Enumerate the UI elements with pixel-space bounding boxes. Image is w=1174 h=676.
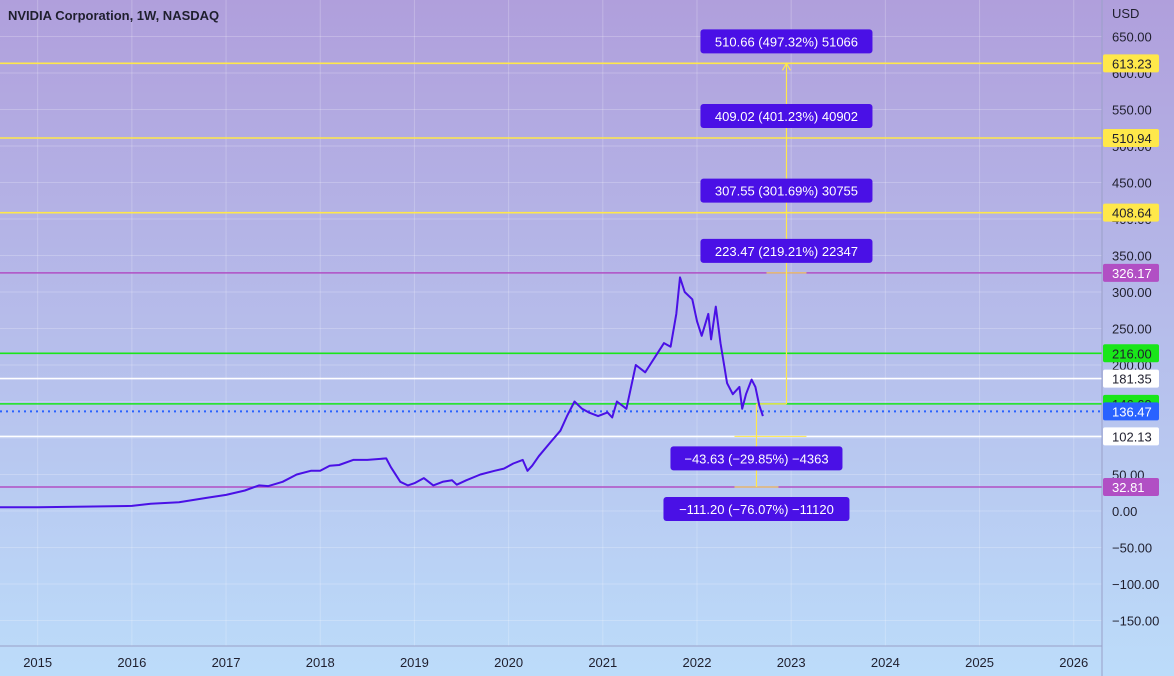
measure-label: 510.66 (497.32%) 51066 xyxy=(715,34,858,49)
measure-box: −43.63 (−29.85%) −4363 xyxy=(670,446,843,471)
x-axis: 2015 2016 2017 2018 2019 2020 2021 2022 2023 2024… xyxy=(23,655,1088,670)
price-badge-yellow xyxy=(1103,54,1159,73)
price-badge-purple xyxy=(1103,263,1159,282)
x-tick-label: 2026 xyxy=(1059,655,1088,670)
price-badge-label: 408.64 xyxy=(1112,206,1152,221)
x-tick-label: 2022 xyxy=(683,655,712,670)
price-badge-label: 181.35 xyxy=(1112,372,1152,387)
measure-box: 409.02 (401.23%) 40902 xyxy=(700,104,873,129)
measure-label: 223.47 (219.21%) 22347 xyxy=(715,244,858,259)
price-line xyxy=(0,276,764,509)
measure-box-bg xyxy=(700,29,873,54)
price-badge-white xyxy=(1103,369,1159,388)
chart-title: NVIDIA Corporation, 1W, NASDAQ xyxy=(8,8,219,23)
measure-arrow-up xyxy=(781,62,791,71)
measure-box: 510.66 (497.32%) 51066 xyxy=(700,29,873,54)
y-tick-label: 650.00 xyxy=(1112,29,1152,44)
price-badge-label: 136.47 xyxy=(1112,404,1152,419)
price-badge-yellow xyxy=(1103,203,1159,222)
x-tick-label: 2016 xyxy=(117,655,146,670)
grid xyxy=(0,0,1102,646)
x-tick-label: 2020 xyxy=(494,655,523,670)
price-series xyxy=(0,276,764,509)
y-tick-label: −150.00 xyxy=(1112,613,1159,628)
price-badge-label: 510.94 xyxy=(1112,131,1152,146)
measure-box-bg xyxy=(700,104,873,129)
measurements: 510.66 (497.32%) 51066 409.02 (401.23%) 4… xyxy=(663,29,873,522)
x-tick-label: 2018 xyxy=(306,655,335,670)
y-tick-label: 450.00 xyxy=(1112,175,1152,190)
price-levels xyxy=(0,62,1102,488)
price-badge-green xyxy=(1103,344,1159,363)
x-tick-label: 2025 xyxy=(965,655,994,670)
x-tick-label: 2017 xyxy=(212,655,241,670)
price-badge-purple xyxy=(1103,478,1159,497)
measure-box-bg xyxy=(700,238,873,263)
x-tick-label: 2021 xyxy=(588,655,617,670)
price-badge-white xyxy=(1103,427,1159,446)
y-tick-label: 0.00 xyxy=(1112,504,1137,519)
x-tick-label: 2023 xyxy=(777,655,806,670)
measure-label: −43.63 (−29.85%) −4363 xyxy=(684,451,828,466)
measure-box: 307.55 (301.69%) 30755 xyxy=(700,178,873,203)
measure-label: −111.20 (−76.07%) −11120 xyxy=(679,502,834,517)
price-badge-label: 216.00 xyxy=(1112,346,1152,361)
x-tick-label: 2024 xyxy=(871,655,900,670)
y-tick-label: 300.00 xyxy=(1112,285,1152,300)
measure-label: 409.02 (401.23%) 40902 xyxy=(715,109,858,124)
measure-box-bg xyxy=(663,497,850,522)
measure-box-bg xyxy=(700,178,873,203)
y-tick-label: −50.00 xyxy=(1112,540,1152,555)
measure-box: 223.47 (219.21%) 22347 xyxy=(700,238,873,263)
currency-label: USD xyxy=(1112,6,1139,21)
price-badge-label: 326.17 xyxy=(1112,266,1152,281)
measure-box: −111.20 (−76.07%) −11120 xyxy=(663,497,850,522)
price-badge-label: 613.23 xyxy=(1112,56,1152,71)
price-badge-label: 32.81 xyxy=(1112,480,1145,495)
measure-label: 307.55 (301.69%) 30755 xyxy=(715,184,858,199)
measure-box-bg xyxy=(670,446,843,471)
y-tick-label: 550.00 xyxy=(1112,102,1152,117)
x-tick-label: 2015 xyxy=(23,655,52,670)
price-badge-label: 102.13 xyxy=(1112,429,1152,444)
y-tick-label: −100.00 xyxy=(1112,577,1159,592)
y-tick-label: 250.00 xyxy=(1112,321,1152,336)
price-badges: 613.23510.94408.64326.17216.00181.35146.… xyxy=(1103,54,1159,497)
y-tick-label: 350.00 xyxy=(1112,248,1152,263)
price-badge-yellow xyxy=(1103,129,1159,148)
price-badge-current xyxy=(1103,402,1159,421)
x-tick-label: 2019 xyxy=(400,655,429,670)
